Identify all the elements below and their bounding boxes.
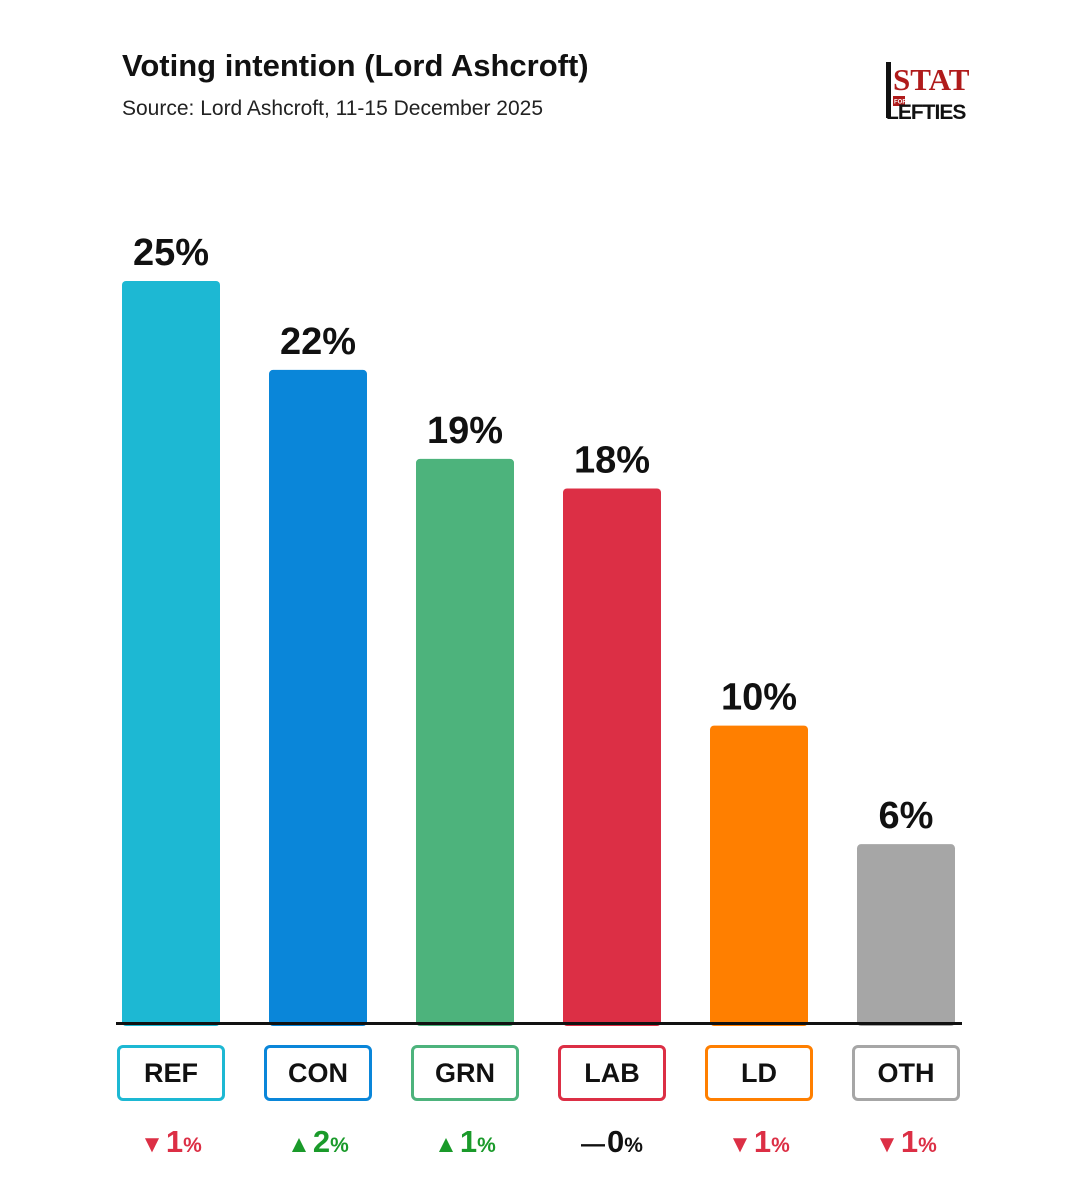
down-arrow-icon: ▼	[875, 1131, 899, 1158]
down-arrow-icon: ▼	[140, 1131, 164, 1158]
change-oth: ▼ 1%	[852, 1124, 960, 1164]
change-unit: %	[330, 1134, 349, 1157]
change-unit: %	[183, 1134, 202, 1157]
logo-for-text: FOR	[894, 100, 907, 106]
dash-icon: —	[581, 1131, 606, 1158]
bar-ld	[710, 725, 808, 1026]
bar-chart: 25% 22% 19% 18% 10% 6%	[116, 232, 962, 1027]
bar-lab	[563, 488, 661, 1027]
change-con: ▲ 2%	[264, 1124, 372, 1164]
bar-ref	[122, 281, 220, 1026]
value-label-con: 22%	[280, 321, 356, 363]
party-label-grn: GRN	[411, 1045, 519, 1101]
change-grn: ▲ 1%	[411, 1124, 519, 1164]
party-label-ld: LD	[705, 1045, 813, 1101]
value-label-grn: 19%	[427, 410, 503, 452]
bar-con	[269, 369, 367, 1026]
value-label-ref: 25%	[133, 232, 209, 274]
up-arrow-icon: ▲	[287, 1131, 311, 1158]
bar-oth	[857, 844, 955, 1026]
chart-title: Voting intention (Lord Ashcroft)	[122, 48, 589, 83]
change-unit: %	[477, 1134, 496, 1157]
bar-grn	[416, 458, 514, 1027]
change-value: 2	[312, 1124, 331, 1159]
chart-subtitle: Source: Lord Ashcroft, 11-15 December 20…	[122, 97, 544, 120]
logo-bar	[886, 62, 891, 118]
change-value: 1	[753, 1124, 772, 1159]
up-arrow-icon: ▲	[434, 1131, 458, 1158]
x-axis-line	[116, 1022, 962, 1025]
value-label-oth: 6%	[879, 795, 934, 837]
change-unit: %	[771, 1134, 790, 1157]
change-unit: %	[918, 1134, 937, 1157]
change-unit: %	[624, 1134, 643, 1157]
change-value: 1	[165, 1124, 184, 1159]
down-arrow-icon: ▼	[728, 1131, 752, 1158]
change-ref: ▼ 1%	[117, 1124, 225, 1164]
stats-for-lefties-logo: STATS FOR LEFTIES	[886, 62, 971, 122]
logo-lefties-text: LEFTIES	[886, 101, 966, 122]
change-ld: ▼ 1%	[705, 1124, 813, 1164]
party-label-con: CON	[264, 1045, 372, 1101]
change-value: 0	[607, 1124, 625, 1159]
change-lab: —0%	[558, 1124, 666, 1164]
logo-for-box	[893, 96, 905, 106]
logo-stats-text: STATS	[893, 62, 971, 97]
value-label-ld: 10%	[721, 677, 797, 719]
change-value: 1	[900, 1124, 919, 1159]
change-value: 1	[459, 1124, 478, 1159]
party-label-oth: OTH	[852, 1045, 960, 1101]
value-label-lab: 18%	[574, 439, 650, 481]
party-label-ref: REF	[117, 1045, 225, 1101]
party-label-lab: LAB	[558, 1045, 666, 1101]
